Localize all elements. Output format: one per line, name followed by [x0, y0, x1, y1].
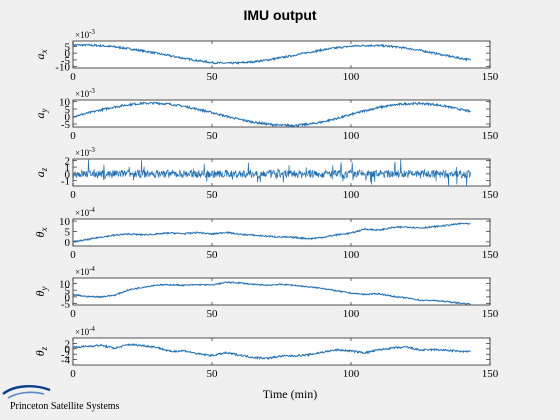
series-line: [72, 42, 471, 66]
y-exponent-power: -4: [89, 206, 95, 214]
y-axis-label-subscript: y: [39, 287, 49, 292]
x-tick-label: 0: [70, 130, 76, 142]
series-line: [72, 343, 471, 360]
y-tick-label: -10: [55, 62, 70, 74]
x-tick-label: 50: [207, 71, 219, 83]
y-tick-label: 10: [59, 97, 71, 109]
y-tick-label: 2: [65, 338, 71, 350]
y-axis-label-subscript: z: [39, 346, 49, 351]
x-tick-label: 0: [70, 249, 76, 261]
y-tick-label: 0: [65, 169, 71, 181]
logo-swoosh: [2, 385, 51, 395]
y-axis-label-subscript: z: [39, 167, 49, 172]
y-exponent-label: ×10-3: [75, 87, 95, 99]
series-line: [72, 101, 471, 128]
x-tick-label: 50: [207, 130, 219, 142]
y-axis-label: ay: [33, 109, 49, 119]
y-tick-label: 2: [65, 155, 71, 167]
y-exponent-power: -4: [89, 325, 95, 333]
y-tick-label: -5: [61, 299, 71, 311]
plot-area: [72, 218, 491, 247]
x-tick-label: 50: [207, 249, 219, 261]
x-tick-label: 100: [343, 189, 360, 201]
x-tick-label: 150: [482, 308, 499, 320]
x-tick-label: 100: [343, 368, 360, 380]
y-tick-label: 10: [59, 278, 71, 290]
y-tick-label: 10: [59, 216, 71, 228]
company-logo: [2, 385, 51, 399]
x-tick-label: 0: [70, 308, 76, 320]
series-line: [72, 222, 471, 243]
y-axis-label: ax: [33, 50, 49, 60]
x-tick-label: 50: [207, 368, 219, 380]
y-exponent-power: -3: [89, 146, 95, 154]
company-logo-text: Princeton Satellite Systems: [10, 401, 120, 412]
x-tick-label: 100: [343, 71, 360, 83]
y-tick-label: -5: [61, 55, 71, 67]
y-exponent-power: -3: [89, 28, 95, 36]
y-tick-label: -4: [61, 355, 71, 367]
y-tick-label: 0: [65, 292, 71, 304]
y-tick-label: 0: [65, 237, 71, 249]
x-tick-label: 150: [482, 130, 499, 142]
series-line: [72, 281, 471, 306]
y-exponent-label: ×10-4: [75, 206, 95, 218]
x-tick-label: 150: [482, 368, 499, 380]
y-tick-label: 5: [65, 41, 71, 53]
x-tick-label: 150: [482, 249, 499, 261]
series-line: [72, 159, 471, 187]
y-axis-label: θx: [33, 228, 49, 238]
y-axis-label: θz: [33, 346, 49, 356]
plot-area: [72, 337, 491, 366]
y-exponent-power: -4: [89, 265, 95, 273]
logo-swoosh-inner: [7, 391, 45, 399]
y-tick-label: -2: [61, 349, 70, 361]
y-tick-label: -1: [61, 176, 70, 188]
plot-area: [72, 40, 491, 69]
x-tick-label: 100: [343, 308, 360, 320]
y-exponent-label: ×10-3: [75, 146, 95, 158]
chart-title: IMU output: [243, 7, 316, 23]
y-tick-label: 0: [65, 112, 71, 124]
y-tick-label: 1: [65, 162, 71, 174]
x-tick-label: 150: [482, 189, 499, 201]
y-tick-label: 5: [65, 285, 71, 297]
x-tick-label: 100: [343, 130, 360, 142]
x-tick-label: 100: [343, 249, 360, 261]
plot-area: [72, 277, 491, 306]
x-tick-label: 0: [70, 71, 76, 83]
plot-area: [72, 99, 491, 128]
x-tick-label: 50: [207, 308, 219, 320]
y-exponent-label: ×10-3: [75, 28, 95, 40]
y-exponent-label: ×10-4: [75, 265, 95, 277]
y-tick-label: -5: [61, 119, 71, 131]
y-exponent-power: -3: [89, 87, 95, 95]
y-tick-label: 0: [65, 48, 71, 60]
y-axis-label-subscript: x: [39, 50, 49, 55]
y-axis-label: θy: [33, 287, 49, 297]
y-axis-label-subscript: x: [39, 228, 49, 233]
y-tick-label: 5: [65, 104, 71, 116]
x-axis-label: Time (min): [263, 387, 318, 401]
y-axis-label: az: [33, 167, 49, 177]
y-tick-label: 5: [65, 226, 71, 238]
x-tick-label: 0: [70, 189, 76, 201]
x-tick-label: 50: [207, 189, 219, 201]
y-tick-label: 0: [65, 344, 71, 356]
x-tick-label: 150: [482, 71, 499, 83]
x-tick-label: 0: [70, 368, 76, 380]
y-exponent-label: ×10-4: [75, 325, 95, 337]
y-axis-label-subscript: y: [39, 109, 49, 114]
